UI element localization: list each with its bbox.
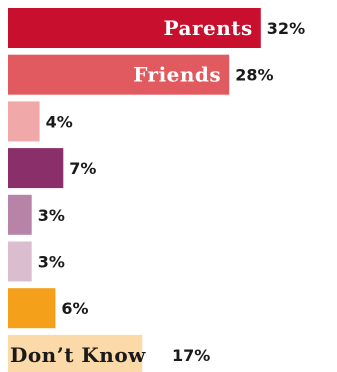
bar-1 [8,8,261,48]
value-label-6: 3% [38,253,65,272]
value-label-7: 6% [61,299,88,318]
value-label-1: 32% [267,19,305,38]
value-label-2: 28% [235,66,273,85]
category-label-2: Friends [133,63,221,87]
bar-7 [8,288,56,329]
value-label-8: 17% [172,346,210,365]
category-label-8: Don’t Know [10,343,146,367]
category-label-1: Parents [164,16,253,40]
value-label-4: 7% [69,159,96,178]
bar-4 [8,148,64,189]
bar-8 [8,334,143,372]
bars-group: Parents 32% Friends 28% 4% 7% 3% 3% 6% Don’t Know… [8,8,305,372]
value-label-5: 3% [38,206,65,225]
value-label-3: 4% [46,112,73,131]
bar-5 [8,194,32,235]
bar-2 [8,54,230,95]
bar-3 [8,101,40,142]
bar-6 [8,241,32,282]
